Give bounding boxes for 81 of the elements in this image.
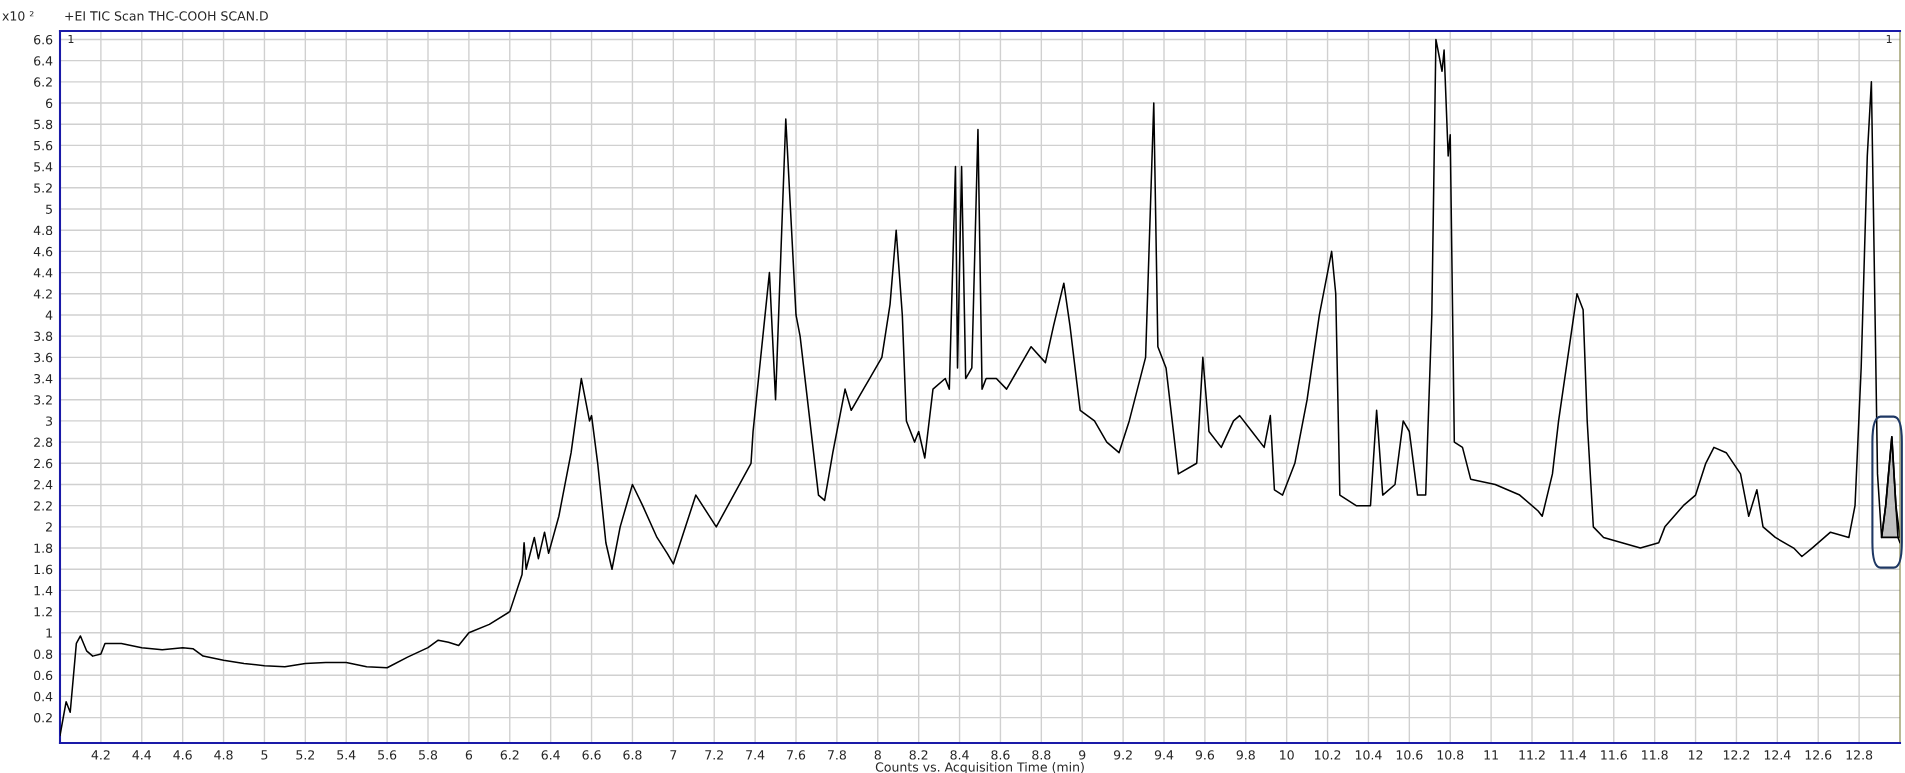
x-tick-label: 6.6 xyxy=(582,750,601,760)
x-tick-label: 12.4 xyxy=(1764,750,1791,760)
x-tick-label: 10 xyxy=(1280,750,1294,760)
x-tick-label: 6 xyxy=(465,750,473,760)
x-tick-label: 8.8 xyxy=(1032,750,1051,760)
x-tick-label: 4.8 xyxy=(214,750,233,760)
x-tick-label: 10.4 xyxy=(1355,750,1382,760)
y-tick-label: 5.2 xyxy=(34,183,52,193)
x-tick-label: 7.8 xyxy=(827,750,846,760)
y-tick-label: 4.6 xyxy=(33,246,53,257)
x-tick-label: 4.2 xyxy=(91,750,110,760)
x-tick-label: 5 xyxy=(261,750,268,760)
y-tick-label: 3.6 xyxy=(34,352,53,363)
x-tick-label: 4.4 xyxy=(132,750,152,760)
y-tick-label: 6.4 xyxy=(34,56,53,66)
x-tick-label: 7.6 xyxy=(787,750,806,760)
x-tick-label: 12.2 xyxy=(1723,750,1750,760)
y-tick-label: 2.8 xyxy=(34,437,53,448)
x-tick-label: 9.8 xyxy=(1236,750,1255,760)
y-tick-label: 6.6 xyxy=(34,34,53,45)
y-tick-label: 2.2 xyxy=(34,501,52,511)
y-tick-label: 4.8 xyxy=(33,225,53,236)
y-tick-label: 0.8 xyxy=(34,649,53,659)
y-tick-label: 3.2 xyxy=(34,395,52,405)
x-tick-label: 11.8 xyxy=(1642,750,1668,760)
x-tick-label: 11 xyxy=(1484,750,1498,760)
x-tick-label: 5.8 xyxy=(419,750,438,760)
x-tick-label: 9.2 xyxy=(1113,750,1132,760)
x-tick-label: 12.6 xyxy=(1805,750,1832,760)
x-tick-label: 11.6 xyxy=(1601,750,1627,760)
x-tick-label: 6.2 xyxy=(500,750,519,760)
x-tick-label: 5.4 xyxy=(337,750,356,760)
x-tick-label: 9 xyxy=(1079,750,1086,760)
x-tick-label: 10.8 xyxy=(1437,750,1464,760)
x-tick-label: 10.2 xyxy=(1315,750,1341,760)
x-tick-label: 9.4 xyxy=(1154,750,1174,760)
x-tick-label: 6.8 xyxy=(623,750,642,760)
x-tick-label: 7.4 xyxy=(746,750,765,760)
x-tick-label: 8 xyxy=(874,750,881,760)
y-tick-label: 6.2 xyxy=(34,77,52,87)
x-tick-label: 8.6 xyxy=(991,750,1010,760)
x-tick-label: 9.6 xyxy=(1195,750,1215,760)
y-tick-label: 4.4 xyxy=(33,268,53,278)
x-tick-label: 8.4 xyxy=(950,750,969,760)
y-axis-title: x10 ² xyxy=(2,11,34,21)
x-tick-label: 6.4 xyxy=(541,750,560,760)
y-tick-label: 5.4 xyxy=(34,162,53,172)
x-tick-label: 10.6 xyxy=(1396,750,1423,760)
y-tick-label: 3 xyxy=(46,416,53,426)
x-tick-label: 5.2 xyxy=(296,750,315,760)
x-tick-label: 12 xyxy=(1688,750,1703,760)
y-tick-label: 1 xyxy=(46,628,52,638)
y-tick-label: 2.6 xyxy=(34,458,53,469)
y-tick-label: 3.8 xyxy=(34,331,53,342)
y-tick-label: 5.6 xyxy=(34,140,53,151)
x-tick-label: 5.6 xyxy=(378,750,397,760)
x-tick-label: 12.8 xyxy=(1846,750,1873,760)
x-tick-label: 11.4 xyxy=(1560,750,1587,760)
y-tick-label: 2 xyxy=(46,522,52,532)
y-tick-label: 0.2 xyxy=(34,713,52,723)
x-tick-label: 7 xyxy=(670,750,677,760)
y-tick-label: 1.2 xyxy=(34,607,52,617)
y-tick-label: 4 xyxy=(45,310,53,320)
y-tick-label: 6 xyxy=(45,98,53,108)
x-tick-label: 4.6 xyxy=(173,750,192,760)
x-tick-label: 7.2 xyxy=(705,750,723,760)
y-tick-label: 2.4 xyxy=(34,479,53,490)
annotation: 1 xyxy=(1886,34,1892,43)
y-tick-label: 1.8 xyxy=(34,543,53,553)
annotation: 1 xyxy=(68,34,74,43)
y-tick-label: 0.4 xyxy=(34,691,53,702)
y-tick-label: 3.4 xyxy=(34,374,53,384)
x-tick-label: 8.2 xyxy=(909,750,928,760)
y-tick-label: 1.6 xyxy=(34,564,53,575)
y-tick-label: 5.8 xyxy=(34,119,53,130)
chart-title: +EI TIC Scan THC-COOH SCAN.D xyxy=(65,11,268,21)
y-tick-label: 0.6 xyxy=(34,670,53,681)
y-tick-label: 1.4 xyxy=(34,586,53,596)
y-tick-label: 4.2 xyxy=(33,289,52,299)
x-tick-label: 11.2 xyxy=(1519,750,1545,760)
y-tick-label: 5 xyxy=(46,204,52,214)
